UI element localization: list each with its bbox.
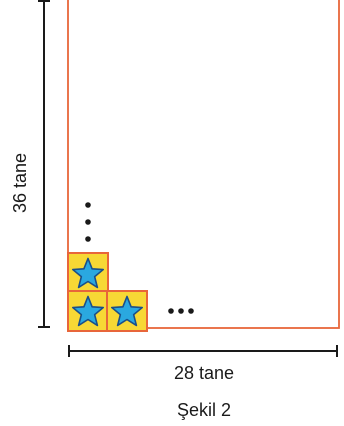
vertical-dot [85,236,91,242]
star-icon [110,295,144,327]
star-tiles [67,252,148,332]
star-tile [106,290,148,332]
vertical-dot [85,219,91,225]
figure-caption: Şekil 2 [177,400,231,420]
star-tile [67,252,109,294]
horizontal-ellipsis [168,308,194,314]
width-measure: 28 tane [68,345,338,383]
horizontal-dot [178,308,184,314]
vertical-dot [85,202,91,208]
rectangle-frame [67,0,340,329]
star-icon [71,295,105,327]
horizontal-dot [168,308,174,314]
star-icon [71,257,105,289]
height-measure: 36 tane [10,0,50,328]
vertical-ellipsis [85,202,91,242]
horizontal-dot [188,308,194,314]
height-label: 36 tane [10,153,30,213]
width-label: 28 tane [174,363,234,383]
star-tile [67,290,109,332]
